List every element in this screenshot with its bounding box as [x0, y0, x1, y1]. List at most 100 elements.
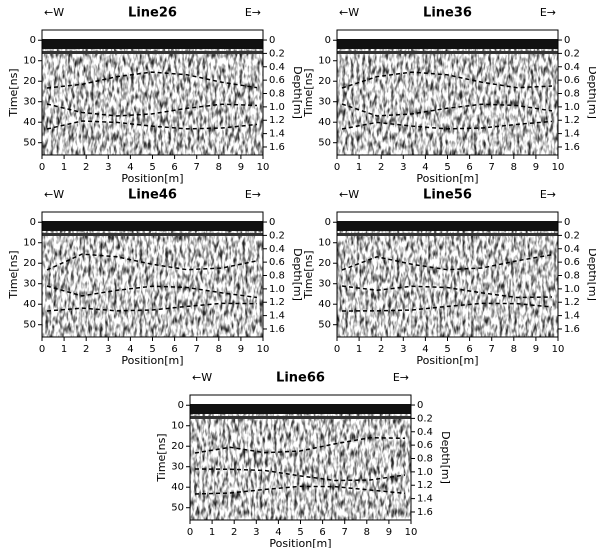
y2-tick-label: 1.4 — [564, 311, 580, 322]
east-label: E→ — [540, 6, 556, 19]
y-tick-label: 30 — [23, 97, 36, 108]
x-tick-label: 4 — [127, 162, 133, 173]
y-tick-label: 50 — [318, 138, 331, 149]
y2-tick-label: 1.0 — [417, 467, 433, 478]
x-tick-label: 6 — [466, 344, 472, 355]
x-tick-label: 7 — [194, 162, 200, 173]
reflection — [46, 71, 258, 89]
y2-tick-label: 1.0 — [269, 284, 285, 295]
y-tick-label: 0 — [30, 217, 36, 228]
radargram-image — [337, 30, 558, 155]
panel: Line36 ←W E→ 0 1 2 3 4 5 6 7 8 9 10 0 10 20 30 40 50 0 0.2 0.4… — [302, 6, 596, 186]
y-tick-label: 40 — [23, 299, 36, 310]
panel: Line46 ←W E→ 0 1 2 3 4 5 6 7 8 9 10 0 10 20 30 40 50 0 0.2 0.4… — [7, 188, 304, 368]
y2-tick-label: 0.2 — [564, 230, 580, 241]
x-tick-label: 7 — [342, 527, 348, 538]
radargram-image — [190, 395, 411, 520]
y2-tick-label: 0.8 — [564, 271, 580, 282]
x-axis-label: Position[m] — [269, 537, 331, 548]
y-tick-label: 30 — [171, 462, 184, 473]
y2-tick-label: 1.2 — [417, 480, 433, 491]
x-tick-label: 5 — [149, 162, 155, 173]
x-tick-label: 2 — [378, 344, 384, 355]
direct-wave — [190, 404, 411, 414]
x-tick-label: 8 — [216, 344, 222, 355]
y2-tick-label: 0.6 — [269, 257, 285, 268]
y2-tick-label: 0.8 — [269, 89, 285, 100]
x-tick-label: 3 — [105, 162, 111, 173]
west-label: ←W — [44, 6, 64, 19]
x-tick-label: 8 — [364, 527, 370, 538]
reflection — [46, 120, 258, 130]
reflection — [341, 253, 553, 271]
texture — [190, 409, 411, 520]
x-tick-label: 9 — [238, 162, 244, 173]
panel-title: Line66 — [276, 371, 325, 386]
y2-tick-label: 1.6 — [417, 507, 433, 518]
reflection — [46, 253, 258, 271]
west-label: ←W — [339, 188, 359, 201]
y-tick-label: 50 — [23, 320, 36, 331]
y-tick-label: 10 — [171, 421, 184, 432]
y2-tick-label: 0.2 — [417, 413, 433, 424]
x-tick-label: 6 — [466, 162, 472, 173]
reflection — [341, 120, 553, 130]
x-tick-label: 2 — [83, 162, 89, 173]
reflection — [194, 468, 406, 482]
y2-tick-label: 0 — [564, 217, 570, 228]
y2-tick-label: 0.4 — [417, 427, 433, 438]
y-tick-label: 10 — [23, 238, 36, 249]
direct-wave — [337, 221, 558, 231]
y-axis-label: Time[ns] — [302, 250, 315, 299]
y-tick-label: 50 — [171, 503, 184, 514]
x-axis-label: Position[m] — [121, 172, 183, 185]
x-tick-label: 4 — [275, 527, 281, 538]
x-tick-label: 3 — [400, 344, 406, 355]
panel: Line56 ←W E→ 0 1 2 3 4 5 6 7 8 9 10 0 10 20 30 40 50 0 0.2 0.4… — [302, 188, 596, 368]
reflection — [46, 285, 258, 299]
y-axis-label: Time[ns] — [7, 68, 20, 117]
x-tick-label: 3 — [400, 162, 406, 173]
x-tick-label: 0 — [334, 162, 340, 173]
x-tick-label: 4 — [127, 344, 133, 355]
y-tick-label: 20 — [318, 76, 331, 87]
y2-axis-label: Depth[m] — [586, 66, 596, 119]
x-tick-label: 8 — [216, 162, 222, 173]
east-label: E→ — [540, 188, 556, 201]
y2-tick-label: 0.2 — [564, 48, 580, 59]
y2-tick-label: 1.2 — [564, 297, 580, 308]
direct-wave-2 — [42, 233, 263, 236]
direct-wave — [337, 39, 558, 49]
x-tick-label: 8 — [511, 344, 517, 355]
y2-tick-label: 1.6 — [269, 142, 285, 153]
panel-title: Line36 — [423, 6, 472, 21]
y-tick-label: 20 — [23, 76, 36, 87]
y2-tick-label: 1.6 — [269, 324, 285, 335]
x-tick-label: 1 — [61, 162, 67, 173]
y-tick-label: 0 — [325, 217, 331, 228]
y-tick-label: 30 — [318, 97, 331, 108]
panel: Line26 ←W E→ 0 1 2 3 4 5 6 7 8 9 10 0 10 20 30 40 50 0 0.2 0.4… — [7, 6, 304, 186]
east-label: E→ — [393, 371, 409, 384]
reflection — [341, 285, 553, 299]
reflection — [46, 103, 258, 117]
y-axis-label: Time[ns] — [155, 433, 168, 482]
west-label: ←W — [44, 188, 64, 201]
x-tick-label: 6 — [319, 527, 325, 538]
y-tick-label: 10 — [23, 56, 36, 67]
y-tick-label: 30 — [318, 279, 331, 290]
y2-tick-label: 0.4 — [269, 62, 285, 73]
x-tick-label: 5 — [297, 527, 303, 538]
panel-title: Line46 — [128, 188, 177, 203]
y-tick-label: 40 — [171, 482, 184, 493]
y2-tick-label: 0.4 — [269, 244, 285, 255]
x-tick-label: 0 — [334, 344, 340, 355]
y2-tick-label: 0 — [564, 35, 570, 46]
west-label: ←W — [192, 371, 212, 384]
x-tick-label: 1 — [356, 162, 362, 173]
panel: Line66 ←W E→ 0 1 2 3 4 5 6 7 8 9 10 0 10 20 30 40 50 0 0.2 0.4… — [155, 371, 452, 548]
x-tick-label: 5 — [444, 344, 450, 355]
y2-tick-label: 0.8 — [564, 89, 580, 100]
y2-tick-label: 0.4 — [564, 62, 580, 73]
